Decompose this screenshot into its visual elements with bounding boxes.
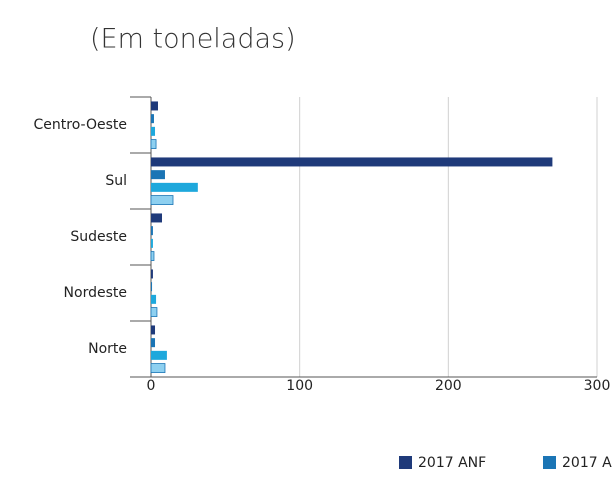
bar xyxy=(151,350,167,360)
bar xyxy=(151,325,156,335)
x-tick-label: 0 xyxy=(147,378,156,394)
legend-label: 2017 A xyxy=(562,455,612,471)
bar xyxy=(151,126,156,136)
bar xyxy=(150,363,166,373)
bar xyxy=(151,114,154,124)
bar xyxy=(151,294,157,304)
bar xyxy=(150,139,157,149)
x-tick-label: 200 xyxy=(435,378,462,394)
y-tick-label: Sudeste xyxy=(70,229,127,245)
bar xyxy=(151,238,153,248)
bar xyxy=(151,101,158,111)
y-tick-label: Norte xyxy=(88,341,127,357)
bar xyxy=(151,157,553,167)
y-tick-label: Centro-Oeste xyxy=(34,117,128,133)
chart-title: (Em toneladas) xyxy=(90,24,296,55)
legend-swatch xyxy=(399,456,412,469)
bar xyxy=(151,269,153,279)
bar xyxy=(150,195,174,205)
legend-swatch xyxy=(543,456,556,469)
bar xyxy=(150,251,155,261)
bar xyxy=(151,338,156,348)
bar xyxy=(151,182,198,192)
x-tick-label: 300 xyxy=(584,378,611,394)
bar xyxy=(151,213,163,223)
bar xyxy=(151,170,165,180)
y-tick-label: Sul xyxy=(105,173,127,189)
legend-label: 2017 ANF xyxy=(418,455,486,471)
x-tick-label: 100 xyxy=(286,378,313,394)
bar xyxy=(151,226,153,236)
bar xyxy=(151,282,153,292)
bar xyxy=(150,307,158,317)
y-tick-label: Nordeste xyxy=(64,285,127,301)
